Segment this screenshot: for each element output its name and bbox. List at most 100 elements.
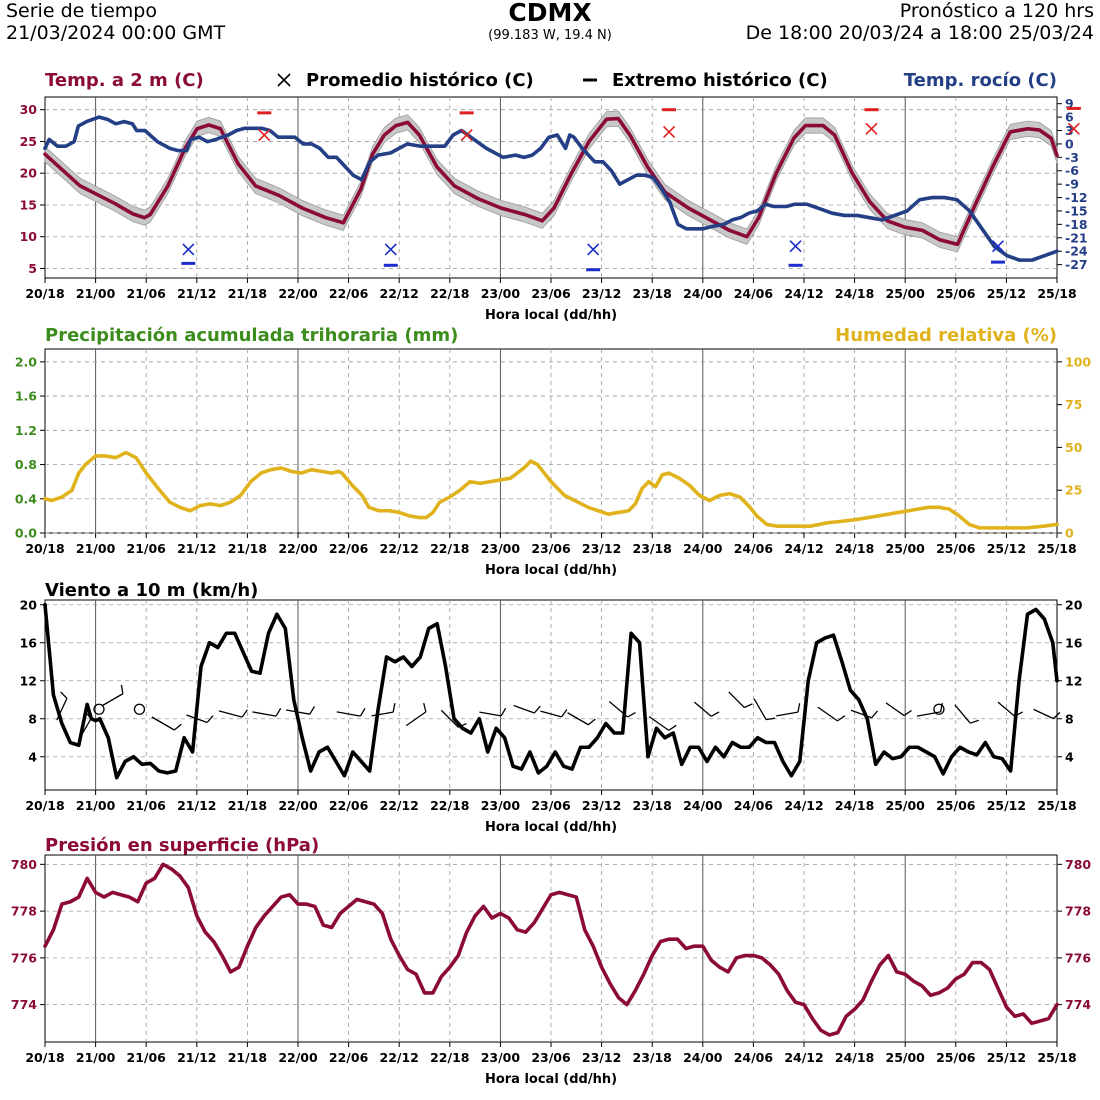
y-tick-label: 30: [20, 102, 38, 117]
wind-barb-flag: [710, 711, 720, 717]
x-tick-label: 23/06: [531, 798, 571, 813]
y-tick-label: 0.4: [15, 491, 37, 506]
x-tick-label: 22/00: [278, 541, 318, 556]
x-tick-label: 21/00: [76, 1050, 116, 1065]
y2-tick-label: 780: [1065, 857, 1091, 872]
y2-tick-label: -18: [1065, 217, 1088, 232]
x-tick-label: 25/00: [886, 541, 926, 556]
panel-precipitation-humidity: 20/18 21/00 21/06 21/12 21/18 22/00 22/06 22/12…: [15, 325, 1092, 578]
y2-tick-label: -9: [1065, 177, 1079, 192]
x-tick-label: 25/00: [886, 798, 926, 813]
series-line-left: [43, 862, 1059, 1037]
y-tick-label: 774: [11, 997, 37, 1012]
historical-average-low-marker: [587, 243, 600, 256]
x-tick-label: 21/12: [177, 798, 216, 813]
wind-barb: [101, 693, 124, 707]
y2-tick-label: 0: [1065, 136, 1074, 151]
x-tick-label: 25/06: [936, 541, 976, 556]
x-tick-label: 24/18: [835, 286, 874, 301]
x-tick-label: 23/00: [481, 1050, 521, 1065]
y-tick-label: 5: [28, 261, 37, 276]
wind-barb: [186, 714, 208, 724]
panel-pressure: 20/18 21/00 21/06 21/12 21/18 22/00 22/06 22/12…: [11, 835, 1091, 1087]
x-tick-label: 23/18: [633, 1050, 672, 1065]
wind-barb-flag: [309, 706, 315, 715]
wind-barb-flag: [744, 703, 753, 709]
wind-barb-flag: [1014, 711, 1023, 717]
x-tick-label: 24/00: [683, 286, 723, 301]
x-tick-label: 21/18: [228, 541, 267, 556]
x-tick-label: 22/18: [430, 1050, 469, 1065]
panel-right-title: Humedad relativa (%): [835, 325, 1057, 346]
panel-title: Temp. a 2 m (C): [45, 70, 204, 91]
wind-barb-flag: [797, 703, 801, 713]
wind-barb-flag: [903, 709, 912, 717]
series-line-left: [43, 602, 1059, 780]
x-axis-label: Hora local (dd/hh): [485, 563, 617, 578]
wind-barb: [997, 701, 1016, 717]
x-tick-label: 23/12: [582, 1050, 621, 1065]
x-tick-label: 21/00: [76, 541, 116, 556]
historical-average-high-marker: [865, 122, 878, 135]
y2-tick-label: 776: [1065, 950, 1091, 965]
x-tick-label: 22/06: [329, 1050, 369, 1065]
wind-barb: [218, 710, 243, 718]
wind-barb-flag: [970, 719, 979, 724]
y2-tick-label: -27: [1065, 257, 1088, 272]
wind-barb: [286, 709, 310, 715]
wind-barb: [608, 701, 629, 718]
wind-barb: [56, 698, 68, 721]
y2-tick-label: -6: [1065, 163, 1079, 178]
y2-tick-label: 3: [1065, 123, 1074, 138]
x-tick-label: 25/00: [886, 286, 926, 301]
x-tick-label: 24/12: [784, 798, 823, 813]
page-title: CDMX: [508, 0, 592, 27]
header-left-line2: 21/03/2024 00:00 GMT: [6, 22, 226, 44]
y2-tick-label: 0: [1065, 526, 1074, 541]
panel-temperature: 20/18 21/00 21/06 21/12 21/18 22/00 22/06 22/12…: [20, 70, 1088, 323]
wind-barb-flag: [627, 712, 636, 718]
x-tick-label: 21/12: [177, 1050, 216, 1065]
y2-tick-label: 75: [1065, 397, 1082, 412]
wind-barb: [440, 709, 459, 728]
y2-tick-label: -21: [1065, 230, 1088, 245]
series-line-right: [43, 450, 1059, 530]
wind-barb: [1033, 708, 1054, 720]
x-tick-label: 24/06: [734, 1050, 774, 1065]
y-tick-label: 25: [20, 134, 37, 149]
legend-extreme-label: Extremo histórico (C): [612, 70, 828, 91]
wind-barb: [513, 704, 535, 714]
y2-tick-label: 6: [1065, 110, 1074, 125]
y2-tick-label: 100: [1065, 354, 1091, 369]
y2-tick-label: 774: [1065, 997, 1091, 1012]
wind-barb: [540, 710, 562, 718]
x-tick-label: 24/12: [784, 286, 823, 301]
wind-barb: [776, 711, 799, 717]
wind-barb-flag: [533, 705, 541, 714]
x-tick-label: 22/06: [329, 541, 369, 556]
x-tick-label: 25/06: [936, 1050, 976, 1065]
x-tick-label: 21/18: [228, 286, 267, 301]
x-tick-label: 24/12: [784, 541, 823, 556]
y-tick-label: 1.6: [15, 389, 37, 404]
series-line-left: [43, 116, 1059, 247]
x-tick-label: 21/12: [177, 541, 216, 556]
x-tick-label: 23/12: [582, 798, 621, 813]
header-right-line2: De 18:00 20/03/24 a 18:00 25/03/24: [745, 22, 1094, 44]
historical-average-low-marker: [182, 243, 195, 256]
wind-barb-flag: [871, 710, 879, 719]
x-tick-label: 22/06: [329, 798, 369, 813]
wind-barb-flag: [120, 684, 124, 694]
x-tick-label: 22/12: [380, 286, 419, 301]
wind-barb-flag: [241, 709, 248, 718]
calm-wind-circle: [933, 703, 945, 715]
wind-barb: [252, 711, 277, 717]
x-tick-label: 22/00: [278, 798, 318, 813]
y2-tick-label: 25: [1065, 483, 1082, 498]
wind-barb-flag: [837, 715, 846, 722]
wind-barb-flag: [458, 722, 467, 728]
header-coordinates: (99.183 W, 19.4 N): [488, 28, 612, 43]
y-tick-label: 776: [11, 950, 37, 965]
x-tick-label: 20/18: [25, 798, 64, 813]
panel-wind: 20/18 21/00 21/06 21/12 21/18 22/00 22/06 22/12…: [20, 580, 1083, 835]
